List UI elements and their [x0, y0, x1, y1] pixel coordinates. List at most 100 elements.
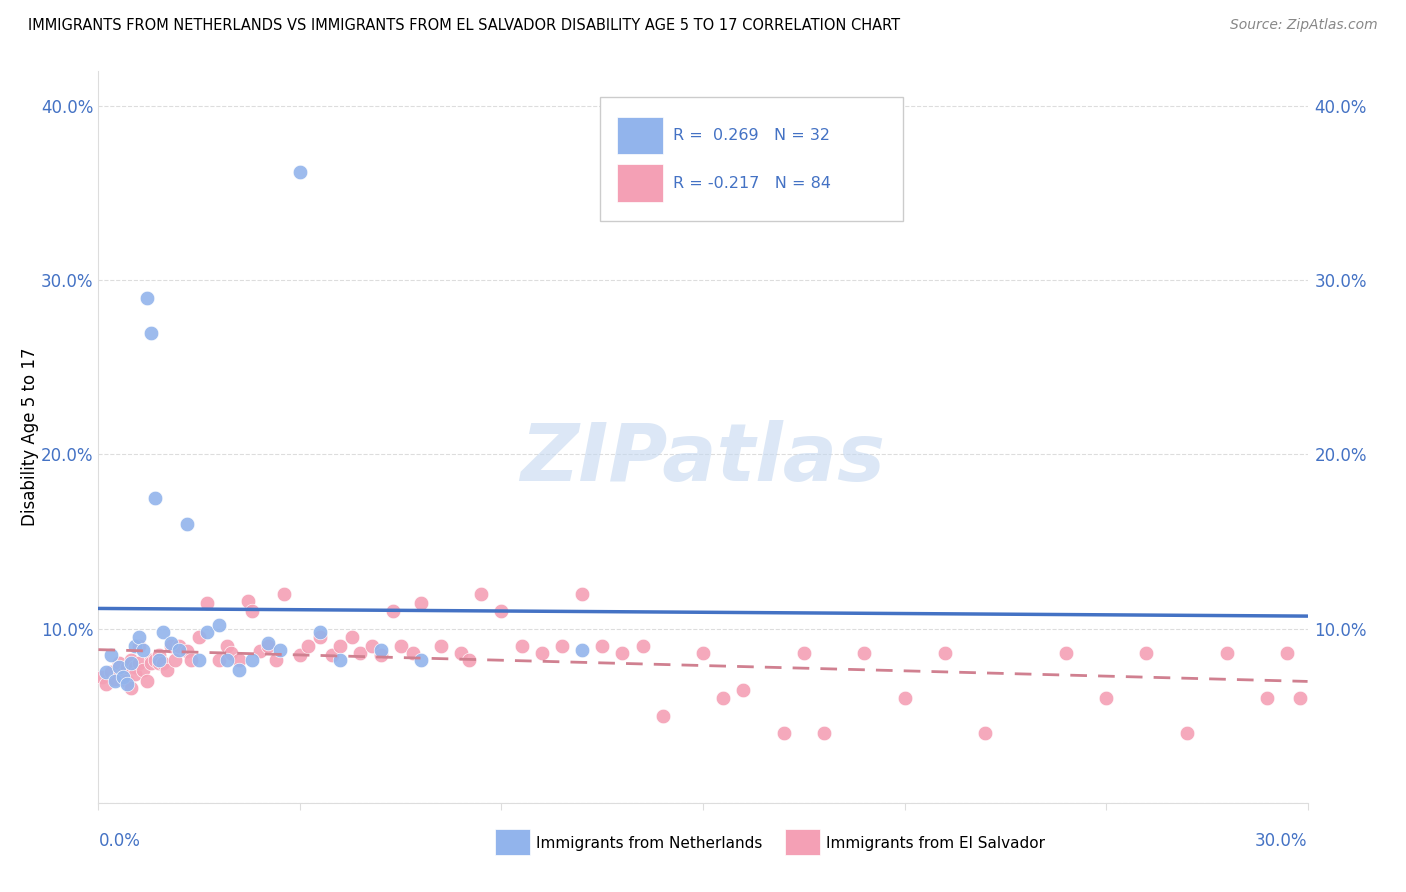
- Point: [256, 635, 278, 649]
- Point: [1095, 691, 1118, 706]
- Point: [692, 646, 714, 660]
- Text: ZIPatlas: ZIPatlas: [520, 420, 886, 498]
- Point: [1054, 646, 1077, 660]
- Point: [309, 631, 332, 645]
- Point: [100, 648, 122, 662]
- FancyBboxPatch shape: [495, 830, 530, 855]
- Point: [813, 726, 835, 740]
- Point: [160, 639, 183, 653]
- FancyBboxPatch shape: [617, 117, 664, 154]
- Point: [853, 646, 876, 660]
- Point: [115, 673, 138, 688]
- Text: Immigrants from Netherlands: Immigrants from Netherlands: [536, 836, 762, 851]
- Point: [160, 635, 183, 649]
- Point: [107, 657, 129, 671]
- Point: [273, 587, 295, 601]
- Point: [1256, 691, 1278, 706]
- Point: [409, 595, 432, 609]
- Point: [163, 653, 186, 667]
- Point: [591, 639, 613, 653]
- Point: [120, 653, 142, 667]
- Point: [329, 653, 352, 667]
- Point: [228, 664, 250, 678]
- Point: [458, 653, 481, 667]
- Point: [128, 639, 150, 653]
- Point: [195, 625, 218, 640]
- Point: [711, 691, 734, 706]
- Point: [124, 639, 146, 653]
- Point: [409, 653, 432, 667]
- Point: [152, 657, 174, 671]
- Point: [100, 665, 122, 680]
- Point: [208, 653, 231, 667]
- Point: [551, 639, 574, 653]
- Point: [124, 667, 146, 681]
- Point: [530, 646, 553, 660]
- Point: [124, 660, 146, 674]
- FancyBboxPatch shape: [600, 97, 903, 221]
- Point: [135, 291, 157, 305]
- Point: [221, 646, 243, 660]
- Point: [135, 673, 157, 688]
- Point: [103, 672, 125, 686]
- Point: [288, 165, 311, 179]
- Point: [132, 642, 155, 657]
- Point: [139, 657, 162, 671]
- Point: [470, 587, 492, 601]
- Text: R =  0.269   N = 32: R = 0.269 N = 32: [672, 128, 830, 144]
- Point: [381, 604, 404, 618]
- Point: [167, 639, 190, 653]
- Point: [139, 653, 162, 667]
- Point: [217, 639, 239, 653]
- Point: [156, 664, 179, 678]
- Point: [651, 708, 673, 723]
- Point: [152, 625, 174, 640]
- Point: [240, 604, 263, 618]
- Point: [430, 639, 453, 653]
- Point: [934, 646, 956, 660]
- Point: [176, 517, 198, 532]
- Text: R = -0.217   N = 84: R = -0.217 N = 84: [672, 176, 831, 191]
- Point: [361, 639, 384, 653]
- Point: [217, 653, 239, 667]
- Point: [389, 639, 412, 653]
- Point: [510, 639, 533, 653]
- Point: [1277, 646, 1299, 660]
- Point: [321, 648, 343, 662]
- Point: [132, 664, 155, 678]
- Y-axis label: Disability Age 5 to 17: Disability Age 5 to 17: [21, 348, 39, 526]
- Point: [240, 653, 263, 667]
- Point: [107, 660, 129, 674]
- FancyBboxPatch shape: [785, 830, 820, 855]
- Point: [571, 642, 593, 657]
- Point: [236, 594, 259, 608]
- Point: [370, 648, 392, 662]
- Point: [139, 326, 162, 340]
- Point: [128, 657, 150, 671]
- Point: [180, 653, 202, 667]
- Point: [772, 726, 794, 740]
- Point: [128, 631, 150, 645]
- Point: [103, 673, 125, 688]
- Point: [195, 595, 218, 609]
- Point: [1288, 691, 1310, 706]
- Point: [208, 618, 231, 632]
- Point: [148, 657, 170, 671]
- Point: [793, 646, 815, 660]
- Point: [370, 642, 392, 657]
- Point: [176, 644, 198, 658]
- Point: [297, 639, 319, 653]
- Text: 30.0%: 30.0%: [1256, 832, 1308, 850]
- Point: [974, 726, 997, 740]
- Point: [329, 639, 352, 653]
- Text: 0.0%: 0.0%: [98, 832, 141, 850]
- Point: [228, 653, 250, 667]
- Point: [148, 648, 170, 662]
- Point: [96, 665, 118, 680]
- FancyBboxPatch shape: [617, 164, 664, 202]
- Point: [402, 646, 425, 660]
- Point: [188, 653, 211, 667]
- Point: [120, 681, 142, 695]
- Point: [111, 670, 134, 684]
- Text: Immigrants from El Salvador: Immigrants from El Salvador: [827, 836, 1045, 851]
